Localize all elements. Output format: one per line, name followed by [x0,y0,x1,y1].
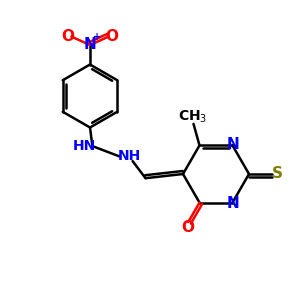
Text: CH$_3$: CH$_3$ [178,109,208,125]
Text: O: O [106,28,119,44]
Text: S: S [272,167,283,182]
Text: NH: NH [117,149,141,163]
Text: N: N [227,137,239,152]
Text: +: + [93,32,102,42]
Text: O: O [61,28,74,44]
Text: O: O [181,220,194,235]
Text: HN: HN [72,139,96,152]
Text: N: N [84,37,97,52]
Text: N: N [227,196,239,211]
